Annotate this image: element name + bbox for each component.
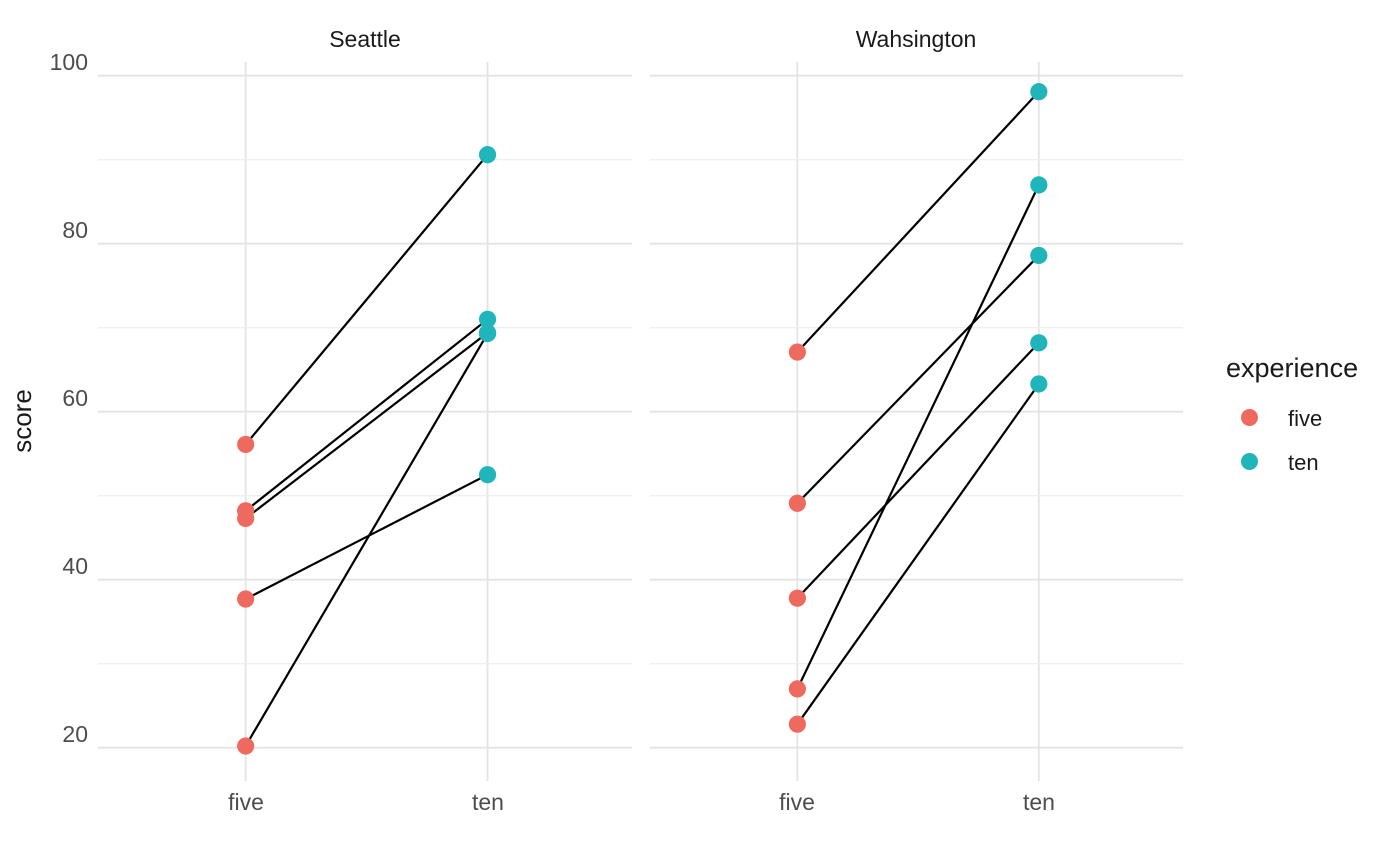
data-point-five (237, 590, 255, 608)
y-tick-label-60: 60 (62, 385, 88, 411)
data-point-five (788, 715, 806, 733)
data-point-five (237, 509, 255, 527)
data-point-ten (478, 310, 497, 328)
data-point-ten (1030, 375, 1048, 393)
x-tick-label-wahsington-five: five (779, 789, 815, 815)
y-axis-title: score (7, 389, 37, 453)
pair-line (244, 153, 489, 446)
data-point-five (788, 494, 806, 512)
data-point-ten (478, 146, 497, 164)
data-point-ten (1030, 83, 1048, 101)
data-point-ten (1030, 334, 1048, 352)
x-tick-label-seattle-ten: ten (472, 789, 504, 815)
pair-line (244, 331, 489, 520)
data-point-ten (1030, 176, 1048, 194)
pair-line (244, 333, 489, 747)
data-point-ten (1030, 246, 1048, 265)
y-tick-label-40: 40 (62, 553, 88, 579)
data-point-five (788, 680, 806, 698)
x-tick-label-wahsington-ten: ten (1023, 789, 1055, 815)
pair-line (796, 254, 1040, 505)
data-point-five (788, 343, 806, 361)
data-point-ten (478, 324, 497, 343)
facet-title-seattle: Seattle (329, 26, 401, 52)
pair-line (796, 342, 1040, 599)
pair-line (796, 383, 1040, 725)
data-point-ten (478, 466, 497, 484)
legend-label-five: five (1288, 406, 1323, 431)
pair-line (796, 184, 1040, 690)
data-point-five (788, 589, 806, 607)
data-point-five (237, 435, 255, 454)
legend-label-ten: ten (1288, 450, 1319, 475)
y-tick-label-80: 80 (62, 217, 88, 243)
pair-line (244, 318, 489, 512)
legend-title: experience (1226, 353, 1359, 383)
x-tick-label-seattle-five: five (228, 789, 264, 815)
y-tick-label-100: 100 (49, 49, 88, 75)
pair-line (245, 473, 489, 600)
data-point-five (237, 737, 255, 755)
legend-key-five-icon (1241, 409, 1258, 426)
y-tick-label-20: 20 (62, 721, 88, 747)
pair-line (796, 90, 1040, 353)
facet-title-wahsington: Wahsington (855, 26, 977, 52)
legend-key-ten-icon (1241, 453, 1258, 470)
